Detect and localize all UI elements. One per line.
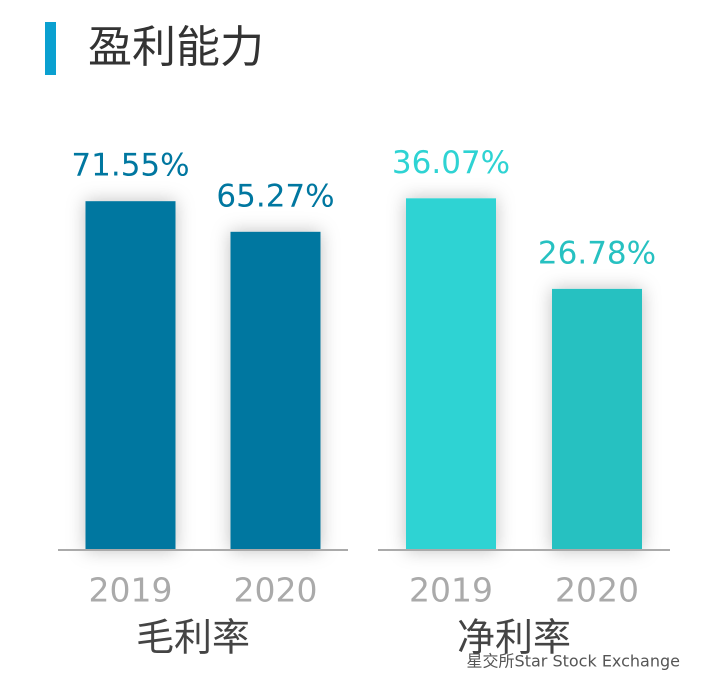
bar [85, 201, 176, 550]
bar [406, 198, 496, 550]
x-tick-label: 2020 [234, 571, 318, 610]
bar [230, 231, 321, 550]
x-tick-label: 2019 [89, 571, 173, 610]
data-label: 65.27% [216, 178, 334, 214]
data-label: 71.55% [71, 148, 189, 184]
chart-title: 毛利率 [136, 616, 250, 660]
data-label: 36.07% [392, 145, 510, 181]
bar [552, 288, 642, 550]
data-label: 26.78% [538, 235, 656, 271]
watermark: 星交所Star Stock Exchange [467, 652, 680, 671]
chart-title: 净利率 [457, 616, 571, 660]
heading: 盈利能力 [88, 22, 264, 73]
heading-accent [45, 22, 56, 75]
x-tick-label: 2020 [555, 571, 639, 610]
x-tick-label: 2019 [409, 571, 493, 610]
